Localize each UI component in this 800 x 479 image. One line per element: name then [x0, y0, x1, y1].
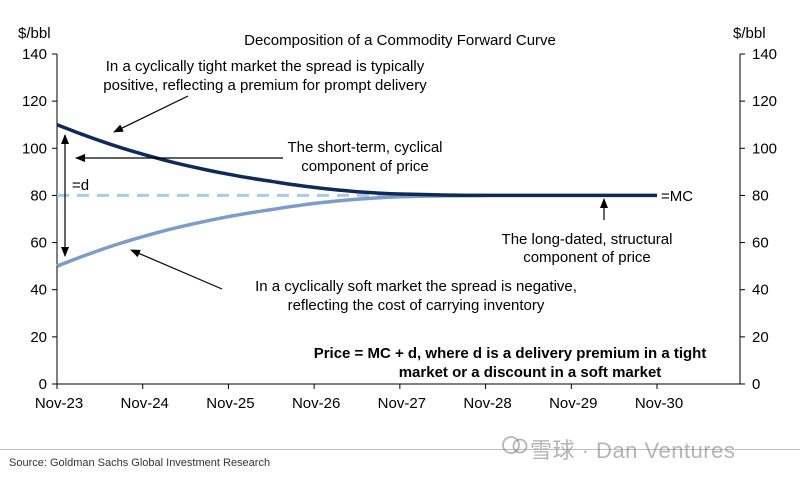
watermark: 雪球 · Dan Ventures	[500, 433, 735, 465]
y-tick-label-left: 140	[22, 46, 47, 63]
annotation-tight-line-2: positive, reflecting a premium for promp…	[103, 77, 427, 94]
forward-curve-chart: 0 20 40 60 80 100 120 140 0 20 40 60 80 100 120 140 No…	[18, 25, 777, 412]
x-tick-label: Nov-26	[292, 395, 340, 412]
y-axis-right-ticks: 0 20 40 60 80 100 120 140	[740, 46, 777, 393]
source-note: Source: Goldman Sachs Global Investment …	[9, 457, 271, 469]
y-tick-label-left: 0	[39, 376, 47, 393]
x-tick-label: Nov-30	[635, 395, 683, 412]
x-tick-label: Nov-28	[463, 395, 511, 412]
annotation-d-label: =d	[72, 177, 89, 194]
series-lines	[56, 123, 657, 268]
y-tick-label-right: 20	[752, 329, 769, 346]
arrow-to-tight-curve	[113, 95, 189, 133]
series-line-soft	[56, 193, 486, 268]
y-tick-label-right: 0	[752, 376, 760, 393]
y-tick-label-left: 60	[30, 235, 47, 252]
axes	[56, 54, 741, 385]
x-axis-ticks: Nov-23 Nov-24 Nov-25 Nov-26 Nov-27 Nov-28 Nov-…	[35, 384, 683, 412]
annotation-mc-label: =MC	[661, 188, 693, 205]
y-tick-label-left: 20	[30, 329, 47, 346]
x-tick-label: Nov-25	[206, 395, 254, 412]
y-tick-label-right: 80	[752, 187, 769, 204]
annotation-tight-line-1: In a cyclically tight market the spread …	[106, 58, 425, 75]
annotation-long-dated-line-2: component of price	[523, 249, 651, 266]
divider	[0, 449, 800, 450]
annotation-soft-line-2: reflecting the cost of carrying inventor…	[288, 297, 545, 314]
y-tick-label-right: 100	[752, 140, 777, 157]
arrow-to-soft-curve	[130, 249, 223, 290]
annotation-short-term-line-2: component of price	[301, 158, 429, 175]
formula-line-2: market or a discount in a soft market	[399, 364, 662, 381]
y-unit-left: $/bbl	[18, 25, 51, 42]
x-tick-label: Nov-24	[121, 395, 169, 412]
watermark-icon	[502, 436, 528, 454]
y-tick-label-right: 40	[752, 282, 769, 299]
annotation-short-term-line-1: The short-term, cyclical	[287, 139, 442, 156]
formula-line-1: Price = MC + d, where d is a delivery pr…	[314, 345, 707, 362]
y-tick-label-right: 140	[752, 46, 777, 63]
series-line-tight	[56, 123, 657, 198]
annotation-soft-line-1: In a cyclically soft market the spread i…	[255, 278, 577, 295]
y-tick-label-left: 120	[22, 93, 47, 110]
y-unit-right: $/bbl	[733, 25, 766, 42]
watermark-text: 雪球 · Dan Ventures	[530, 438, 736, 463]
x-tick-label: Nov-27	[378, 395, 426, 412]
y-tick-label-right: 120	[752, 93, 777, 110]
y-axis-left-ticks: 0 20 40 60 80 100 120 140	[22, 46, 57, 393]
chart-title: Decomposition of a Commodity Forward Cur…	[244, 32, 556, 49]
annotation-long-dated-line-1: The long-dated, structural	[502, 231, 673, 248]
y-tick-label-right: 60	[752, 235, 769, 252]
y-tick-label-left: 100	[22, 140, 47, 157]
y-tick-label-left: 40	[30, 282, 47, 299]
x-tick-label: Nov-23	[35, 395, 83, 412]
y-tick-label-left: 80	[30, 187, 47, 204]
x-tick-label: Nov-29	[549, 395, 597, 412]
